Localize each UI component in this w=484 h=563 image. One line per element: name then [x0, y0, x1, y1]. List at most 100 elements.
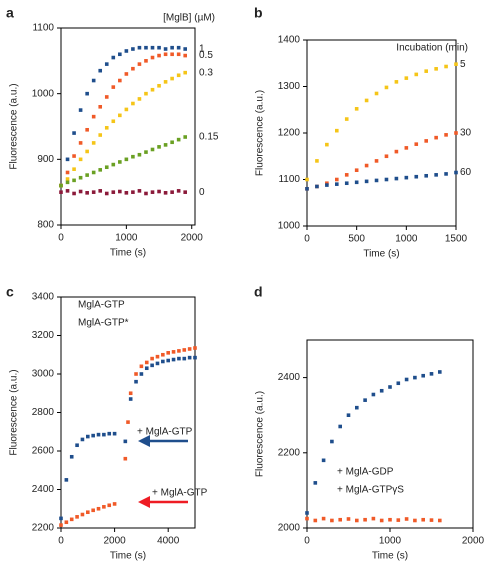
x-tick-label: 0 [304, 234, 310, 245]
data-point [374, 91, 379, 96]
data-point [126, 420, 130, 424]
data-point [155, 354, 160, 359]
y-axis-label: Fluorescence (a.u.) [9, 369, 20, 455]
data-point [335, 128, 339, 133]
data-point [86, 510, 90, 515]
data-point [379, 388, 384, 393]
data-point [69, 517, 74, 522]
data-point [183, 190, 187, 194]
data-point [98, 189, 103, 193]
data-point [434, 173, 438, 177]
annotation: + MglA-GTP [137, 427, 193, 438]
legend-entry: MglA-GTP [78, 300, 125, 311]
data-point [424, 173, 428, 178]
data-point [64, 520, 69, 525]
data-point [98, 105, 103, 109]
data-point [137, 45, 142, 50]
data-point [111, 190, 116, 194]
data-point [85, 173, 89, 177]
data-point [59, 523, 63, 527]
x-axis-label: Time (s) [372, 551, 408, 562]
data-point [176, 137, 181, 142]
data-point [176, 45, 181, 50]
data-point [187, 355, 192, 360]
x-axis-label: Time (s) [363, 249, 399, 260]
series-label: 0.15 [199, 132, 219, 143]
data-point [166, 351, 170, 355]
data-point [384, 177, 389, 182]
data-point [144, 45, 148, 50]
data-point [182, 348, 187, 352]
y-tick-label: 1400 [278, 35, 301, 46]
data-point [193, 355, 197, 360]
data-point [80, 512, 85, 517]
y-tick-label: 900 [37, 154, 54, 165]
data-point [98, 133, 103, 137]
data-point [65, 170, 70, 175]
data-point [364, 179, 369, 184]
data-point [414, 72, 419, 77]
x-tick-label: 500 [348, 234, 365, 245]
data-point [163, 191, 168, 195]
y-tick-label: 1200 [278, 128, 301, 139]
data-point [354, 168, 359, 172]
data-point [176, 52, 181, 57]
data-point [444, 64, 448, 69]
data-point [131, 47, 135, 51]
panel-label: d [254, 284, 263, 300]
data-point [104, 191, 109, 196]
data-point [344, 117, 349, 121]
data-point [123, 439, 128, 444]
data-point [72, 167, 76, 171]
data-point [78, 189, 83, 194]
data-point [78, 108, 83, 112]
data-point [102, 505, 106, 509]
data-point [86, 434, 90, 439]
arrow-head [138, 496, 150, 508]
data-point [394, 176, 399, 181]
data-point [65, 157, 70, 162]
data-point [170, 190, 174, 194]
plot-frame [306, 339, 474, 529]
legend-title: Incubation (min) [396, 43, 468, 54]
data-point [98, 68, 103, 73]
data-point [104, 126, 109, 130]
data-point [404, 76, 409, 80]
data-point [107, 503, 112, 508]
data-point [394, 80, 399, 84]
data-point [157, 145, 161, 149]
arrow-head [138, 435, 150, 447]
data-point [150, 190, 155, 194]
series-label: 30 [460, 128, 472, 139]
data-point [396, 518, 401, 522]
data-point [131, 101, 135, 106]
data-point [102, 432, 106, 437]
data-point [170, 140, 174, 145]
data-point [163, 47, 168, 51]
data-point [150, 45, 155, 50]
data-point [163, 80, 168, 84]
x-tick-label: 2000 [181, 233, 204, 244]
data-point [454, 131, 458, 135]
data-point [444, 172, 448, 176]
data-point [91, 508, 95, 513]
data-point [321, 516, 326, 521]
data-point [163, 52, 168, 57]
data-point [325, 183, 329, 187]
data-point [137, 189, 142, 193]
x-tick-label: 0 [58, 233, 64, 244]
data-point [157, 45, 161, 50]
data-point [354, 107, 359, 111]
data-point [438, 518, 442, 523]
data-point [78, 175, 83, 180]
data-point [421, 517, 425, 522]
data-point [388, 517, 392, 522]
data-point [104, 62, 109, 66]
data-point [170, 76, 174, 81]
data-point [338, 424, 342, 429]
data-point [137, 97, 142, 101]
data-point [150, 147, 155, 152]
data-point [59, 190, 63, 194]
y-tick-label: 1300 [278, 81, 301, 92]
data-point [394, 149, 399, 154]
